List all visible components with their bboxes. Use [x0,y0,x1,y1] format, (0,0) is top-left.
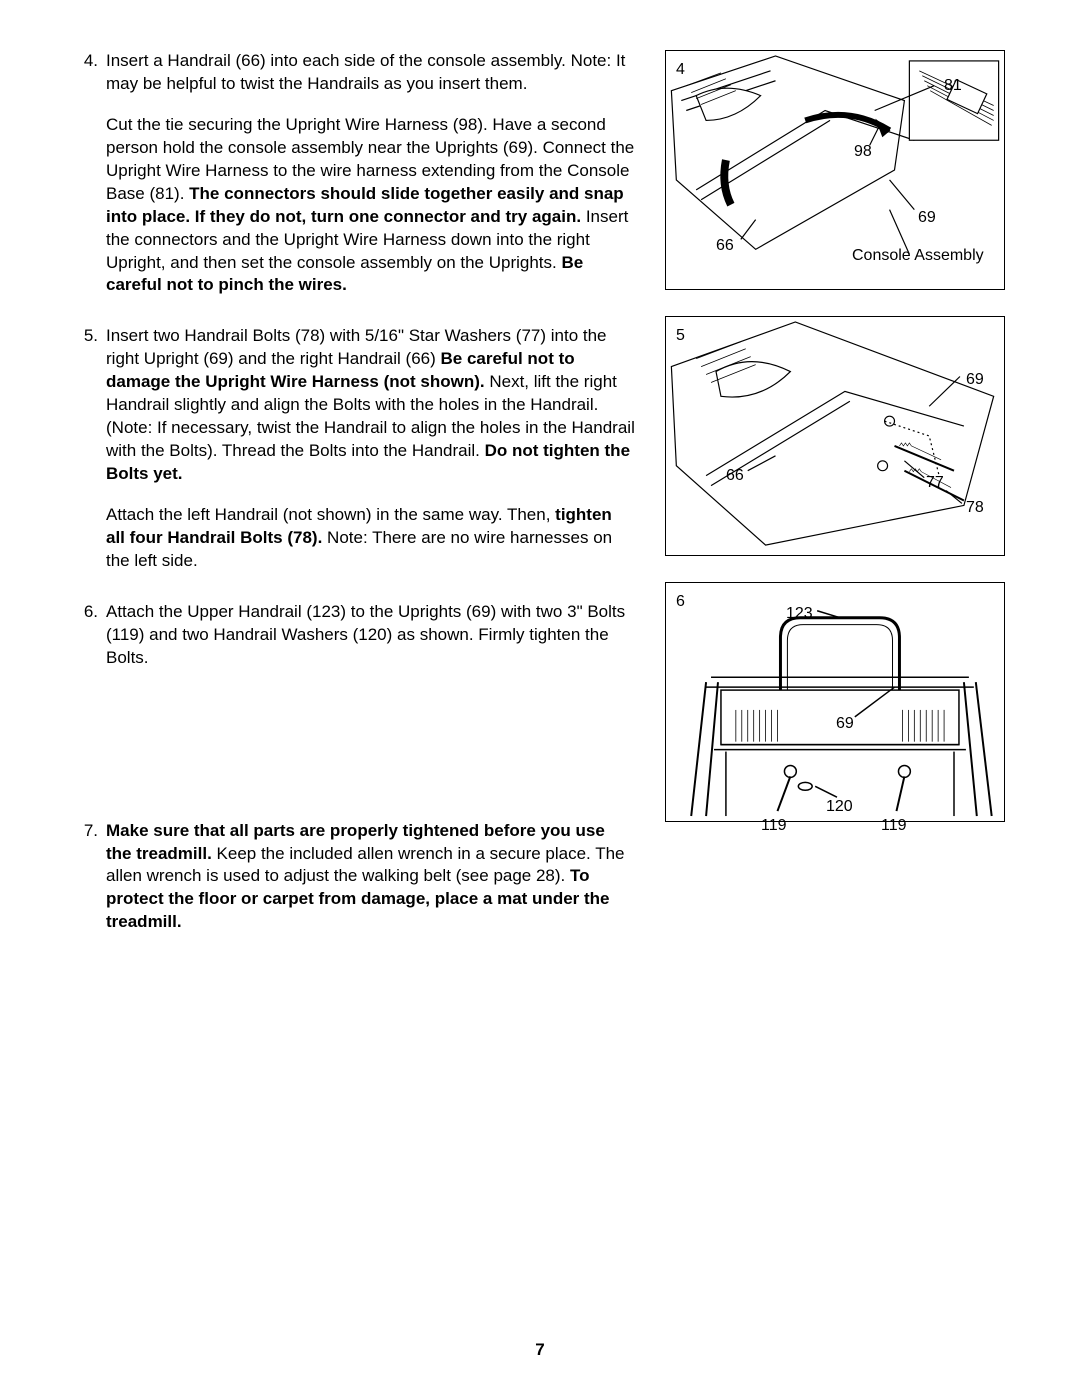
diagram-6: 6 123 69 120 119 119 [665,582,1005,822]
step-5: 5. Insert two Handrail Bolts (78) with 5… [80,325,635,572]
diagram-6-svg [666,583,1004,821]
diagram-number: 5 [676,325,685,347]
diagram-label: 119 [761,815,787,837]
step-body: Make sure that all parts are properly ti… [106,820,635,935]
diagram-label: 69 [918,207,936,229]
diagram-label: 69 [966,369,984,391]
step-paragraph: Insert a Handrail (66) into each side of… [106,50,635,96]
step-body: Insert a Handrail (66) into each side of… [106,50,635,297]
diagrams-column: 4 81 98 69 66 Console Assembly [665,50,1010,962]
instructions-column: 4. Insert a Handrail (66) into each side… [80,50,645,962]
step-number: 4. [80,50,106,297]
diagram-number: 4 [676,59,685,81]
diagram-label: 66 [716,235,734,257]
diagram-label: 78 [966,497,984,519]
step-paragraph: Cut the tie securing the Upright Wire Ha… [106,114,635,298]
diagram-label: 123 [786,603,813,625]
diagram-5: 5 69 66 77 78 [665,316,1005,556]
step-6: 6. Attach the Upper Handrail (123) to th… [80,601,635,670]
diagram-number: 6 [676,591,685,613]
page-number: 7 [535,1339,544,1362]
diagram-label: 120 [826,796,853,818]
diagram-label: 66 [726,465,744,487]
diagram-5-svg [666,317,1004,555]
step-number: 6. [80,601,106,670]
step-paragraph: Insert two Handrail Bolts (78) with 5/16… [106,325,635,486]
diagram-label: 77 [926,472,944,494]
diagram-label: 69 [836,713,854,735]
step-number: 5. [80,325,106,572]
step-7: 7. Make sure that all parts are properly… [80,820,635,935]
step-paragraph: Attach the left Handrail (not shown) in … [106,504,635,573]
diagram-label: 81 [944,75,962,97]
step-number: 7. [80,820,106,935]
step-paragraph: Attach the Upper Handrail (123) to the U… [106,601,635,670]
step-body: Attach the Upper Handrail (123) to the U… [106,601,635,670]
diagram-label: Console Assembly [852,245,984,267]
step-paragraph: Make sure that all parts are properly ti… [106,820,635,935]
page: 4. Insert a Handrail (66) into each side… [0,0,1080,1002]
diagram-4: 4 81 98 69 66 Console Assembly [665,50,1005,290]
diagram-label: 98 [854,141,872,163]
step-body: Insert two Handrail Bolts (78) with 5/16… [106,325,635,572]
step-4: 4. Insert a Handrail (66) into each side… [80,50,635,297]
diagram-label: 119 [881,815,907,837]
